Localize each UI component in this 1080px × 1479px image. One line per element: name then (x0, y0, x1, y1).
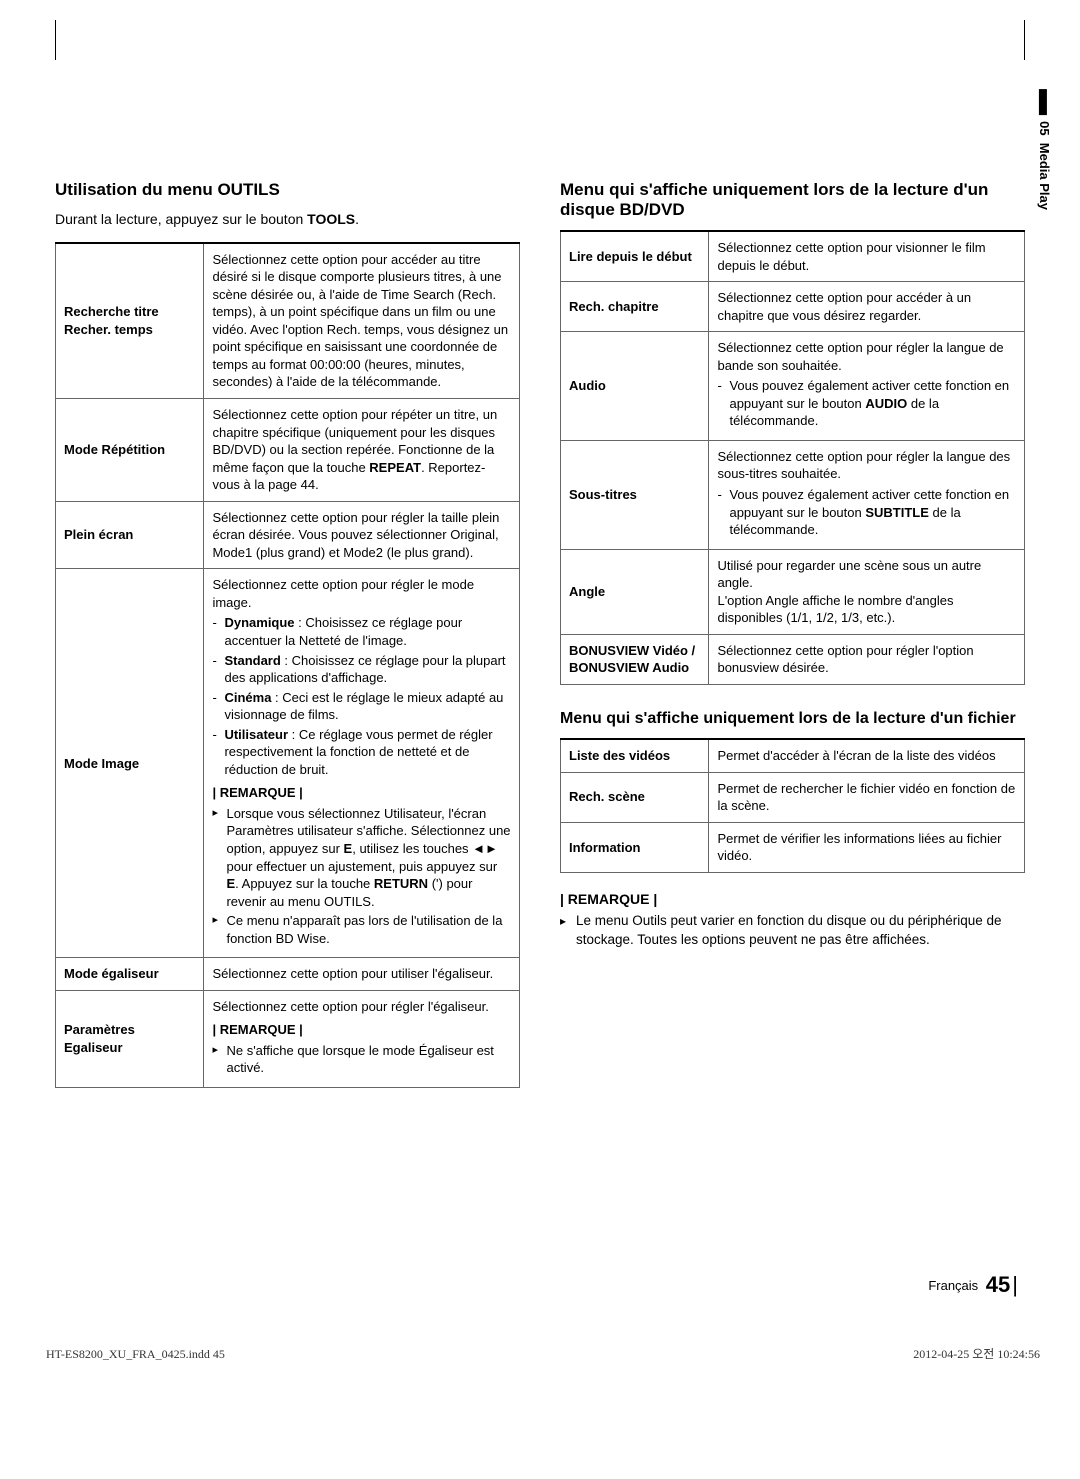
row-desc: Sélectionnez cette option pour accéder a… (204, 243, 520, 399)
table-row: BONUSVIEW Vidéo / BONUSVIEW Audio Sélect… (561, 634, 1025, 684)
mode-image-list: Dynamique : Choisissez ce réglage pour a… (212, 614, 511, 778)
intro-pre: Durant la lecture, appuyez sur le bouton (55, 211, 307, 227)
right-table-1: Lire depuis le début Sélectionnez cette … (560, 230, 1025, 685)
table-row: Mode Image Sélectionnez cette option pou… (56, 569, 520, 958)
print-time: 2012-04-25 오전 10:24:56 (913, 1345, 1040, 1362)
row-desc: Sélectionnez cette option pour régler la… (709, 332, 1025, 441)
note-text: Le menu Outils peut varier en fonction d… (560, 911, 1025, 950)
table-row: Sous-titres Sélectionnez cette option po… (561, 440, 1025, 549)
row-desc: Sélectionnez cette option pour régler l'… (709, 634, 1025, 684)
table-row: Rech. chapitre Sélectionnez cette option… (561, 282, 1025, 332)
row-label: Rech. scène (561, 772, 709, 822)
row-label: Audio (561, 332, 709, 441)
table-row: Rech. scène Permet de rechercher le fich… (561, 772, 1025, 822)
row-label: Sous-titres (561, 440, 709, 549)
table-row: Lire depuis le début Sélectionnez cette … (561, 231, 1025, 282)
egaliseur-notes: Ne s'affiche que lorsque le mode Égalise… (212, 1042, 511, 1077)
table-row: Angle Utilisé pour regarder une scène so… (561, 549, 1025, 634)
row-label: Information (561, 822, 709, 872)
row-desc: Sélectionnez cette option pour régler l'… (204, 990, 520, 1087)
row-label: BONUSVIEW Vidéo / BONUSVIEW Audio (561, 634, 709, 684)
intro-bold: TOOLS (307, 211, 355, 227)
table-row: Mode égaliseur Sélectionnez cette option… (56, 958, 520, 991)
right-column: Menu qui s'affiche uniquement lors de la… (560, 60, 1025, 1340)
side-tab: 05 Media Play (1037, 89, 1052, 210)
crop-left-mark (55, 20, 56, 60)
left-column: Utilisation du menu OUTILS Durant la lec… (55, 60, 520, 1340)
row-desc: Sélectionnez cette option pour régler le… (204, 569, 520, 958)
row-label: Rech. chapitre (561, 282, 709, 332)
right-title-1: Menu qui s'affiche uniquement lors de la… (560, 180, 1025, 220)
page-footer: Français 45| (928, 1272, 1018, 1298)
footer-lang: Français (928, 1278, 978, 1293)
row-label: Recherche titre Recher. temps (56, 243, 204, 399)
table-row: Audio Sélectionnez cette option pour rég… (561, 332, 1025, 441)
table-row: Liste des vidéos Permet d'accéder à l'éc… (561, 739, 1025, 772)
left-title: Utilisation du menu OUTILS (55, 180, 520, 200)
table-row: Plein écran Sélectionnez cette option po… (56, 501, 520, 569)
row-label: Lire depuis le début (561, 231, 709, 282)
mode-image-notes: Lorsque vous sélectionnez Utilisateur, l… (212, 805, 511, 947)
row-label: Mode Image (56, 569, 204, 958)
side-tab-label: Media Play (1037, 143, 1052, 210)
left-table: Recherche titre Recher. temps Sélectionn… (55, 242, 520, 1088)
footer-page: 45 (986, 1272, 1010, 1297)
note-head: | REMARQUE | (560, 891, 1025, 907)
table-row: Mode Répétition Sélectionnez cette optio… (56, 398, 520, 501)
row-desc: Utilisé pour regarder une scène sous un … (709, 549, 1025, 634)
table-row: Information Permet de vérifier les infor… (561, 822, 1025, 872)
row-desc: Permet de vérifier les informations liée… (709, 822, 1025, 872)
table-row: Recherche titre Recher. temps Sélectionn… (56, 243, 520, 399)
row-label: Paramètres Egaliseur (56, 990, 204, 1087)
right-table-2: Liste des vidéos Permet d'accéder à l'éc… (560, 738, 1025, 873)
row-label: Mode Répétition (56, 398, 204, 501)
row-desc: Permet d'accéder à l'écran de la liste d… (709, 739, 1025, 772)
remarque-label: | REMARQUE | (212, 1021, 511, 1039)
remarque-label: | REMARQUE | (212, 784, 511, 802)
right-title-2: Menu qui s'affiche uniquement lors de la… (560, 707, 1025, 730)
note-block: | REMARQUE | Le menu Outils peut varier … (560, 891, 1025, 950)
row-label: Liste des vidéos (561, 739, 709, 772)
left-intro: Durant la lecture, appuyez sur le bouton… (55, 210, 520, 230)
row-label: Mode égaliseur (56, 958, 204, 991)
intro-post: . (355, 211, 359, 227)
side-tab-section: 05 (1037, 121, 1052, 135)
row-desc: Permet de rechercher le fichier vidéo en… (709, 772, 1025, 822)
row-label: Plein écran (56, 501, 204, 569)
row-desc: Sélectionnez cette option pour accéder à… (709, 282, 1025, 332)
crop-right-mark (1024, 20, 1025, 60)
print-file: HT-ES8200_XU_FRA_0425.indd 45 (46, 1347, 225, 1362)
row-desc: Sélectionnez cette option pour visionner… (709, 231, 1025, 282)
row-label: Angle (561, 549, 709, 634)
table-row: Paramètres Egaliseur Sélectionnez cette … (56, 990, 520, 1087)
row-desc: Sélectionnez cette option pour répéter u… (204, 398, 520, 501)
row-desc: Sélectionnez cette option pour utiliser … (204, 958, 520, 991)
row-desc: Sélectionnez cette option pour régler la… (204, 501, 520, 569)
row-desc: Sélectionnez cette option pour régler la… (709, 440, 1025, 549)
